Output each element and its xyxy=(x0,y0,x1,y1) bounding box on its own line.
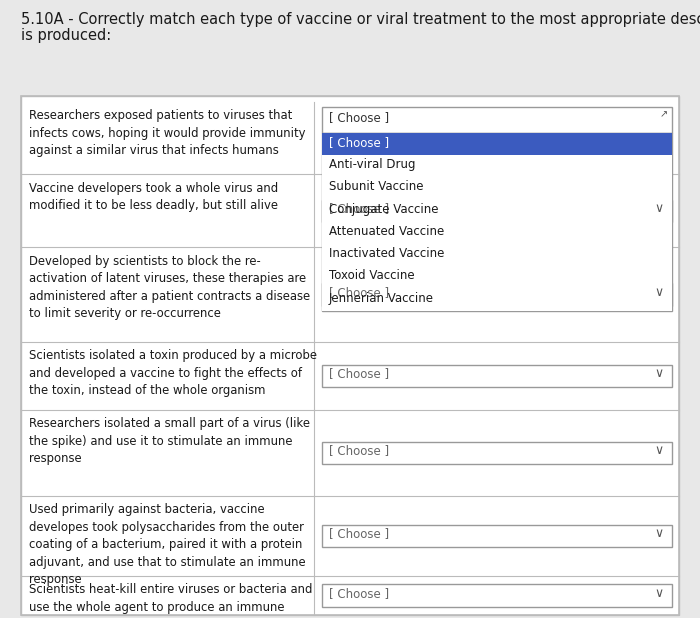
Text: is produced:: is produced: xyxy=(21,28,111,43)
Text: Anti-viral Drug: Anti-viral Drug xyxy=(329,158,416,171)
Text: [ Choose ]: [ Choose ] xyxy=(329,286,389,299)
FancyBboxPatch shape xyxy=(322,200,672,222)
Text: 5.10A - Correctly match each type of vaccine or viral treatment to the most appr: 5.10A - Correctly match each type of vac… xyxy=(21,12,700,27)
Text: [ Choose ]: [ Choose ] xyxy=(329,367,389,380)
Text: [ Choose ]: [ Choose ] xyxy=(329,527,389,540)
Text: [ Choose ]: [ Choose ] xyxy=(329,136,389,149)
Text: Vaccine developers took a whole virus and
modified it to be less deadly, but sti: Vaccine developers took a whole virus an… xyxy=(29,182,279,212)
Text: Scientists isolated a toxin produced by a microbe
and developed a vaccine to fig: Scientists isolated a toxin produced by … xyxy=(29,349,317,397)
FancyBboxPatch shape xyxy=(322,133,672,311)
Text: Toxoid Vaccine: Toxoid Vaccine xyxy=(329,269,414,282)
Text: ∨: ∨ xyxy=(654,444,664,457)
FancyBboxPatch shape xyxy=(322,441,672,464)
Text: Developed by scientists to block the re-
activation of latent viruses, these the: Developed by scientists to block the re-… xyxy=(29,255,311,320)
FancyBboxPatch shape xyxy=(21,96,679,615)
FancyBboxPatch shape xyxy=(322,585,672,607)
Text: ∨: ∨ xyxy=(654,527,664,540)
FancyBboxPatch shape xyxy=(322,155,672,177)
FancyBboxPatch shape xyxy=(322,107,672,133)
FancyBboxPatch shape xyxy=(322,283,672,306)
Text: ∨: ∨ xyxy=(654,367,664,380)
Text: Scientists heat-kill entire viruses or bacteria and
use the whole agent to produ: Scientists heat-kill entire viruses or b… xyxy=(29,583,313,618)
FancyBboxPatch shape xyxy=(322,365,672,387)
FancyBboxPatch shape xyxy=(322,266,672,289)
Text: ∨: ∨ xyxy=(654,587,664,600)
Text: Subunit Vaccine: Subunit Vaccine xyxy=(329,180,424,193)
FancyBboxPatch shape xyxy=(322,200,672,222)
Text: ↗: ↗ xyxy=(659,109,668,119)
Text: [ Choose ]: [ Choose ] xyxy=(329,587,389,600)
FancyBboxPatch shape xyxy=(322,133,672,155)
Text: Researchers isolated a small part of a virus (like
the spike) and use it to stim: Researchers isolated a small part of a v… xyxy=(29,417,310,465)
Text: [ Choose ]: [ Choose ] xyxy=(329,444,389,457)
FancyBboxPatch shape xyxy=(322,525,672,547)
FancyBboxPatch shape xyxy=(322,222,672,244)
Text: Jennerian Vaccine: Jennerian Vaccine xyxy=(329,292,434,305)
Text: Attenuated Vaccine: Attenuated Vaccine xyxy=(329,225,444,238)
Text: ∨: ∨ xyxy=(654,202,664,215)
Text: [ Choose ]: [ Choose ] xyxy=(329,111,389,124)
Text: Researchers exposed patients to viruses that
infects cows, hoping it would provi: Researchers exposed patients to viruses … xyxy=(29,109,306,158)
FancyBboxPatch shape xyxy=(322,177,672,200)
FancyBboxPatch shape xyxy=(322,289,672,311)
Text: [ Choose ]: [ Choose ] xyxy=(329,202,389,215)
FancyBboxPatch shape xyxy=(322,244,672,266)
Text: ∨: ∨ xyxy=(654,286,664,299)
Text: Conjugate Vaccine: Conjugate Vaccine xyxy=(329,203,438,216)
Text: Used primarily against bacteria, vaccine
developes took polysaccharides from the: Used primarily against bacteria, vaccine… xyxy=(29,503,306,586)
Text: Inactivated Vaccine: Inactivated Vaccine xyxy=(329,247,444,260)
